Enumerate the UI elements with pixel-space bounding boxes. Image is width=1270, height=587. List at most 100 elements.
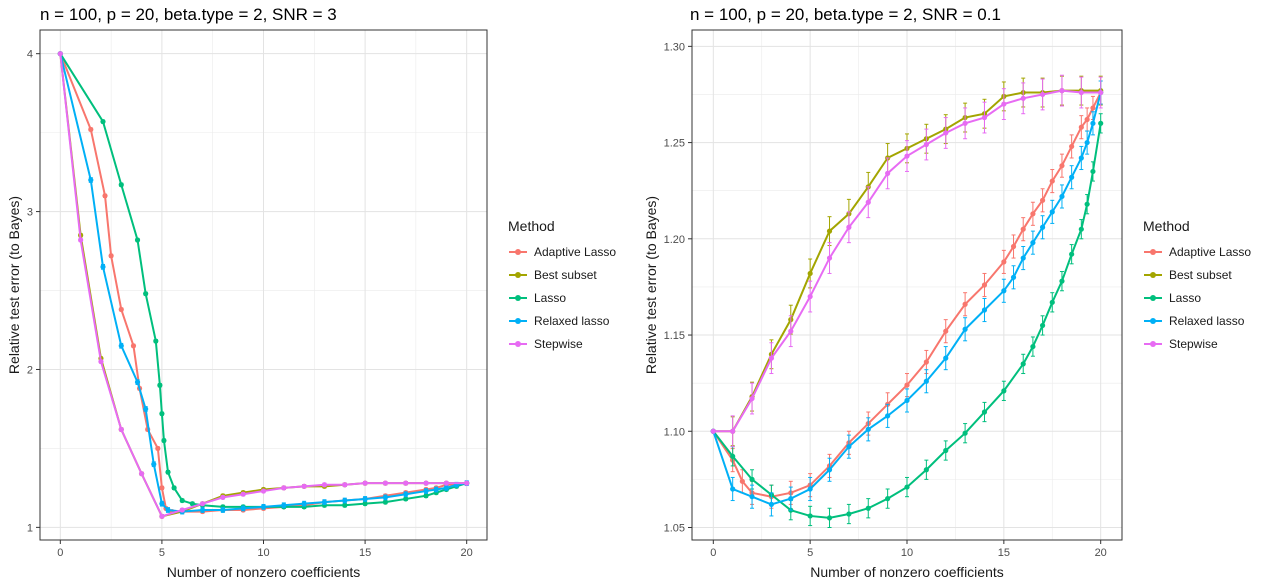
- data-point: [788, 328, 794, 334]
- data-point: [78, 237, 84, 243]
- data-point: [1001, 259, 1007, 265]
- data-point: [962, 326, 968, 332]
- data-point: [281, 502, 287, 508]
- data-point: [362, 496, 368, 502]
- data-point: [923, 359, 929, 365]
- y-tick-label: 3: [27, 207, 33, 219]
- data-point: [1069, 174, 1075, 180]
- data-point: [1059, 193, 1065, 200]
- data-point: [846, 444, 852, 450]
- data-point: [362, 501, 368, 507]
- chart-title: n = 100, p = 20, beta.type = 2, SNR = 3: [40, 5, 337, 24]
- data-point: [100, 118, 106, 125]
- data-point: [981, 114, 988, 121]
- y-tick-label: 1.30: [664, 41, 685, 53]
- legend-item: Relaxed lasso: [508, 309, 616, 332]
- data-point: [1084, 201, 1090, 207]
- legend: Method Adaptive Lasso Best subset Lasso Rel…: [1143, 218, 1251, 355]
- data-point: [88, 177, 94, 183]
- series-line: [712, 92, 1102, 498]
- data-point: [153, 338, 159, 344]
- legend-label: Lasso: [534, 290, 567, 305]
- data-point: [100, 264, 106, 270]
- data-point: [118, 182, 124, 188]
- plot-right: 0 5 10 15 20 1.05 1.10 1.15 1.20 1.25 1.30 Number o…: [643, 29, 1123, 580]
- data-point: [826, 515, 833, 521]
- data-point: [433, 486, 439, 493]
- legend-key-icon: [508, 245, 528, 259]
- data-point: [865, 505, 871, 511]
- data-point: [134, 379, 141, 385]
- data-point: [159, 411, 165, 417]
- data-point: [321, 482, 328, 488]
- data-point: [260, 488, 267, 494]
- data-point: [342, 482, 348, 488]
- data-point: [443, 480, 449, 486]
- data-point: [1078, 124, 1084, 130]
- data-point: [962, 430, 968, 436]
- legend-key-icon: [508, 268, 528, 282]
- data-point: [1059, 88, 1065, 94]
- data-point: [1020, 255, 1026, 261]
- data-point: [923, 378, 929, 384]
- data-point: [788, 496, 794, 502]
- legend-key-icon: [508, 314, 528, 328]
- data-point: [923, 467, 929, 473]
- data-point: [885, 496, 891, 502]
- data-point: [807, 513, 813, 519]
- legend-item: Stepwise: [1143, 332, 1251, 355]
- data-point: [98, 358, 104, 365]
- data-point: [807, 486, 813, 492]
- data-point: [403, 480, 409, 486]
- legend-key-icon: [1143, 268, 1163, 282]
- legend-key-icon: [1143, 314, 1163, 328]
- data-point: [1030, 211, 1036, 217]
- legend-label: Lasso: [1169, 290, 1202, 305]
- legend-item: Lasso: [1143, 286, 1251, 309]
- data-point: [1059, 163, 1065, 169]
- data-point: [155, 445, 161, 452]
- legend-label: Adaptive Lasso: [534, 244, 617, 259]
- data-point: [749, 476, 755, 482]
- data-point: [301, 483, 307, 489]
- legend-label: Adaptive Lasso: [1169, 244, 1252, 259]
- data-point: [1059, 278, 1065, 284]
- data-point: [1090, 105, 1096, 111]
- legend-items: Adaptive Lasso Best subset Lasso Relaxed la…: [1143, 240, 1251, 355]
- legend-key-icon: [1143, 245, 1163, 259]
- data-point: [102, 193, 108, 199]
- x-tick-label: 15: [359, 547, 371, 559]
- data-point: [1084, 116, 1090, 123]
- data-point: [943, 355, 949, 361]
- data-point: [199, 501, 206, 507]
- data-point: [962, 301, 968, 307]
- y-tick-label: 1.10: [664, 426, 685, 438]
- x-tick-label: 20: [461, 547, 473, 559]
- data-point: [118, 306, 124, 313]
- data-point: [464, 480, 470, 486]
- data-point: [1010, 274, 1017, 280]
- data-point: [1039, 197, 1046, 203]
- data-point: [1090, 168, 1096, 175]
- data-point: [118, 426, 124, 433]
- data-point: [1010, 243, 1017, 250]
- data-point: [1020, 95, 1026, 101]
- data-point: [301, 501, 307, 507]
- data-point: [826, 467, 833, 473]
- data-point: [382, 480, 389, 486]
- data-point: [1098, 89, 1104, 96]
- x-tick-label: 0: [57, 547, 63, 559]
- data-point: [199, 507, 206, 513]
- data-point: [943, 328, 949, 334]
- data-point: [1069, 251, 1075, 257]
- data-point: [118, 343, 124, 349]
- data-point: [159, 513, 165, 519]
- data-point: [739, 478, 745, 484]
- y-tick-label: 1.15: [664, 330, 685, 342]
- data-point: [143, 406, 149, 412]
- data-point: [281, 485, 287, 491]
- y-tick-label: 1: [27, 522, 33, 534]
- y-tick-label: 2: [27, 364, 33, 376]
- data-point: [159, 485, 165, 491]
- data-point: [179, 507, 185, 513]
